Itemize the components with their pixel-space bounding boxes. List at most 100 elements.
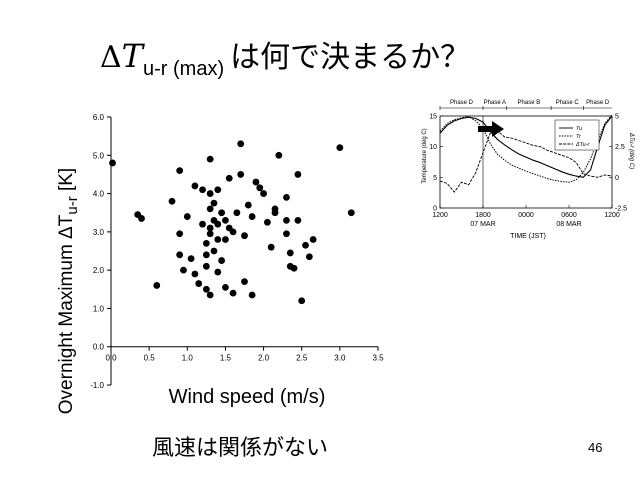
x-tick-label: 0.5 — [144, 354, 156, 363]
inset-legend: Tu Tr ΔTu-r — [554, 119, 600, 151]
y-tick-label: 0.0 — [93, 343, 105, 352]
inset-x-tick-label: 0600 — [561, 212, 577, 219]
inset-x-tick-label: 0000 — [518, 212, 534, 219]
inset-legend-label: Tu — [576, 126, 582, 132]
x-tick-label: 3.5 — [372, 354, 384, 363]
x-tick-label: 2.5 — [296, 354, 308, 363]
phase-label: Phase B — [518, 100, 541, 106]
data-point — [298, 297, 306, 305]
y-tick-label: 3.0 — [93, 228, 105, 237]
data-point — [252, 178, 260, 186]
inset-left-tick-label: 15 — [429, 114, 437, 121]
data-point — [222, 216, 229, 224]
data-point — [214, 268, 222, 276]
inset-right-tick-label: 0 — [615, 175, 619, 182]
title-delta: Δ — [100, 40, 122, 75]
data-point — [225, 174, 233, 182]
data-point — [206, 291, 214, 299]
inset-series-line — [439, 114, 613, 183]
data-point — [294, 171, 302, 178]
data-point — [248, 291, 256, 299]
data-point — [309, 236, 317, 243]
inset-timeseries-chart: Phase D Phase A Phase B Phase C Phase D 0 5 10 1… — [422, 100, 634, 240]
inset-series-line — [439, 130, 613, 193]
slide-title: Δ T u-r (max) は何で決まるか？ — [100, 32, 470, 82]
data-point — [191, 270, 199, 278]
arrow-icon — [478, 121, 504, 137]
phase-label: Phase D — [450, 100, 474, 106]
data-point — [183, 213, 191, 220]
inset-x-tick-label: 1200 — [604, 212, 620, 219]
x-tick-label: 1.0 — [182, 354, 194, 363]
data-point — [305, 253, 313, 261]
inset-date-label: 07 MAR — [470, 221, 495, 228]
data-point — [244, 201, 252, 209]
phase-label: Phase A — [484, 100, 506, 106]
data-point — [206, 155, 214, 163]
y-tick-label: 4.0 — [93, 190, 105, 199]
inset-x-axis-label: TIME (JST) — [510, 233, 546, 240]
data-point — [210, 247, 218, 255]
data-point — [248, 213, 256, 220]
data-point — [241, 232, 248, 240]
data-point — [109, 159, 116, 167]
data-point — [218, 209, 226, 217]
data-point — [283, 216, 290, 224]
data-point — [214, 186, 222, 194]
title-variable: T — [121, 37, 144, 75]
data-point — [176, 167, 184, 174]
data-point — [210, 199, 218, 207]
data-point — [153, 282, 161, 289]
data-point — [267, 243, 275, 251]
data-point — [202, 251, 210, 259]
data-point — [206, 205, 214, 213]
data-point — [283, 194, 290, 201]
data-point — [168, 197, 176, 205]
data-point — [260, 190, 267, 197]
data-point — [229, 289, 237, 297]
inset-right-tick-label: 2.5 — [615, 144, 625, 151]
phase-label: Phase C — [556, 100, 580, 106]
y-axis-label-unit: [K] — [56, 168, 77, 197]
data-point — [286, 249, 294, 257]
y-tick-label: 6.0 — [93, 113, 105, 122]
data-point — [206, 224, 214, 232]
data-point — [199, 220, 206, 228]
y-tick-label: 1.0 — [93, 304, 105, 313]
data-point — [347, 209, 355, 217]
data-point — [271, 209, 279, 217]
x-axis-label: Wind speed (m/s) — [169, 386, 326, 408]
data-point — [202, 239, 210, 247]
x-tick-label: 0.0 — [105, 354, 117, 363]
data-point — [214, 236, 222, 243]
slide-caption: 風速は関係がない — [152, 436, 329, 461]
inset-left-tick-label: 5 — [433, 175, 437, 182]
y-axis-label-sub: u-r — [64, 196, 81, 214]
data-point — [187, 255, 195, 263]
data-point — [336, 144, 344, 152]
inset-left-tick-label: 0 — [433, 206, 437, 213]
data-point — [275, 151, 283, 159]
data-point — [256, 184, 264, 192]
data-point — [199, 186, 206, 194]
inset-legend-label: Tr — [576, 134, 582, 140]
data-point — [229, 228, 237, 236]
data-point — [294, 216, 302, 224]
data-point — [290, 264, 298, 272]
data-point — [180, 266, 187, 274]
inset-right-tick-label: -2.5 — [615, 206, 627, 213]
phase-label: Phase D — [586, 100, 610, 106]
page-number: 46 — [588, 440, 603, 455]
data-point — [138, 215, 145, 222]
inset-x-tick-label: 1200 — [432, 212, 448, 219]
data-point — [214, 220, 222, 228]
y-tick-label: 5.0 — [93, 151, 105, 160]
data-point — [237, 140, 245, 148]
y-tick-label: 2.0 — [93, 266, 105, 275]
inset-left-tick-label: 10 — [429, 144, 437, 151]
data-point — [206, 190, 214, 197]
data-point — [237, 171, 245, 178]
data-point — [176, 251, 184, 259]
data-point — [206, 230, 214, 238]
scatter-chart: -1.0 0.0 1.0 2.0 3.0 4.0 5.0 6.0 0.0 0.5 1.0 1.5 2.0… — [56, 113, 384, 414]
